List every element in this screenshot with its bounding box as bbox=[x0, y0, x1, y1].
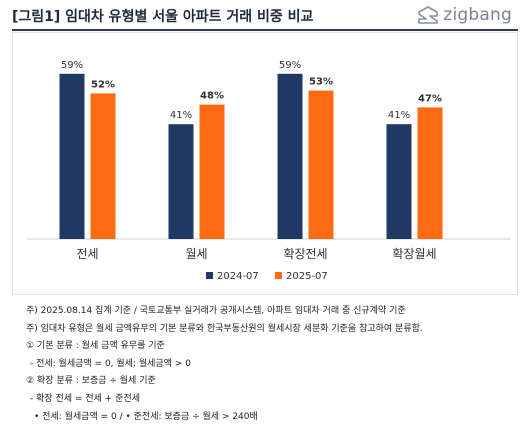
bar-chart: 59% 52% 전세 41% 48% 월세 59% 53% 확장전세 41% 47% 확장월세 2024… bbox=[27, 60, 511, 282]
footnote-classification: 주) 임대차 유형은 월세 금액유무의 기본 분류와 한국부동산원의 월세시장 … bbox=[26, 323, 423, 334]
x-tick-label: 월세 bbox=[185, 247, 207, 261]
footnote-extended-detail: • 전세: 월세금액 = 0 / • 준전세: 보증금 ÷ 월세 > 240배 bbox=[34, 411, 258, 422]
data-label: 47% bbox=[418, 93, 442, 104]
bar-2024-07-전세 bbox=[59, 73, 85, 239]
bar-2025-07-확장전세 bbox=[308, 90, 334, 239]
zigbang-logo: zigbang bbox=[417, 5, 512, 25]
footnotes: 주) 2025.08.14 집계 기준 / 국토교통부 실거래가 공개시스템, … bbox=[26, 303, 526, 426]
data-label: 48% bbox=[200, 91, 224, 102]
bar-2024-07-월세 bbox=[168, 124, 194, 239]
zigbang-logo-icon bbox=[418, 6, 439, 24]
x-tick-label: 전세 bbox=[76, 247, 98, 261]
footnote-extended-title: ② 확장 분류 : 보증금 ÷ 월세 기준 bbox=[26, 376, 156, 387]
chart-panel: 59% 52% 전세 41% 48% 월세 59% 53% 확장전세 41% 47% 확장월세 2024… bbox=[12, 32, 518, 295]
data-label: 59% bbox=[61, 60, 83, 71]
footnote-basic-title: ① 기본 분류 : 월세 금액 유무를 기준 bbox=[26, 341, 165, 352]
bar-2025-07-월세 bbox=[199, 104, 225, 239]
chart-header: [그림1] 임대차 유형별 서울 아파트 거래 비중 비교 zigbang bbox=[0, 0, 530, 30]
data-label: 52% bbox=[91, 79, 115, 90]
legend-swatch-2024-07 bbox=[206, 272, 213, 279]
legend-label: 2024-07 bbox=[217, 271, 259, 282]
x-tick-label: 확장월세 bbox=[392, 247, 436, 261]
data-label: 41% bbox=[170, 110, 192, 121]
data-label: 41% bbox=[388, 110, 410, 121]
footnote-extended-rule: - 확장 전세 = 전세 + 준전세 bbox=[30, 393, 141, 404]
data-label: 53% bbox=[309, 77, 333, 88]
footnote-source: 주) 2025.08.14 집계 기준 / 국토교통부 실거래가 공개시스템, … bbox=[26, 306, 406, 316]
page-title: [그림1] 임대차 유형별 서울 아파트 거래 비중 비교 bbox=[12, 9, 314, 25]
legend-swatch-2025-07 bbox=[275, 272, 282, 279]
bar-2024-07-확장월세 bbox=[386, 124, 412, 239]
logo-text: zigbang bbox=[443, 5, 512, 25]
title-rule bbox=[12, 29, 518, 31]
legend-label: 2025-07 bbox=[286, 271, 328, 282]
x-tick-label: 확장전세 bbox=[283, 247, 327, 261]
bar-2025-07-확장월세 bbox=[417, 107, 443, 240]
footnote-basic-rule: - 전세: 월세금액 = 0, 월세: 월세금액 > 0 bbox=[30, 358, 191, 369]
bar-2025-07-전세 bbox=[90, 93, 116, 240]
bar-2024-07-확장전세 bbox=[277, 73, 303, 239]
data-label: 59% bbox=[279, 60, 301, 71]
